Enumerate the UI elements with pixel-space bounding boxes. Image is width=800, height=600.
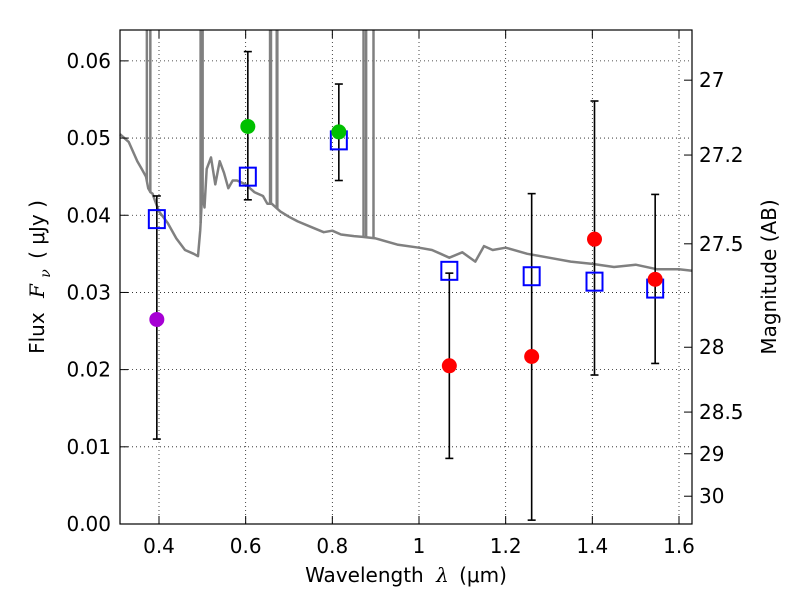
- y2-axis-label: Magnitude (AB): [757, 199, 781, 354]
- model-point: [522, 266, 541, 287]
- model-spectrum: [119, 30, 693, 273]
- x-tick-label: 1: [413, 534, 426, 558]
- observed-points: [149, 118, 663, 374]
- observed-point: [441, 358, 457, 374]
- y2-tick-label: 30: [699, 484, 724, 508]
- y-tick-label: 0.04: [66, 203, 111, 227]
- y-tick-label: 0.05: [66, 126, 111, 150]
- ticks: 0.4 0.6 0.8 1 1.2 1.4 1.6 0.00 0.01 0.02 0.03 0.04 0…: [66, 30, 744, 558]
- x-axis-label: Wavelength λ (μm): [305, 563, 507, 587]
- x-tick-label: 0.6: [230, 534, 262, 558]
- spectrum-line: [119, 133, 693, 273]
- model-points: [147, 130, 665, 299]
- model-point: [147, 209, 166, 230]
- grid: [120, 30, 692, 525]
- observed-point: [524, 349, 540, 365]
- x-tick-label: 0.8: [316, 534, 348, 558]
- y-tick-label: 0.01: [66, 435, 111, 459]
- observed-point: [149, 311, 165, 327]
- observed-point: [647, 271, 663, 287]
- y2-tick-label: 28: [699, 335, 724, 359]
- x-tick-label: 1.6: [663, 534, 695, 558]
- y-tick-label: 0.03: [66, 280, 111, 304]
- y-tick-label: 0.06: [66, 49, 111, 73]
- y-tick-label: 0.02: [66, 358, 111, 382]
- error-bars: [152, 50, 660, 521]
- y-tick-label: 0.00: [66, 512, 111, 536]
- x-tick-label: 1.2: [490, 534, 522, 558]
- y2-tick-label: 27.2: [699, 143, 744, 167]
- y-axis-label: Flux F ν ( μJy ): [25, 200, 55, 354]
- y2-tick-label: 27.5: [699, 232, 744, 256]
- observed-point: [587, 231, 602, 247]
- y2-tick-label: 29: [699, 442, 724, 466]
- y2-tick-label: 28.5: [699, 400, 744, 424]
- observed-point: [331, 124, 347, 140]
- y2-tick-label: 27: [699, 68, 724, 92]
- x-tick-label: 1.4: [576, 534, 608, 558]
- observed-point: [240, 118, 256, 134]
- plot-frame: [119, 29, 693, 525]
- model-point: [585, 271, 604, 292]
- model-point: [238, 166, 257, 187]
- x-tick-label: 0.4: [143, 534, 175, 558]
- model-point: [440, 260, 459, 281]
